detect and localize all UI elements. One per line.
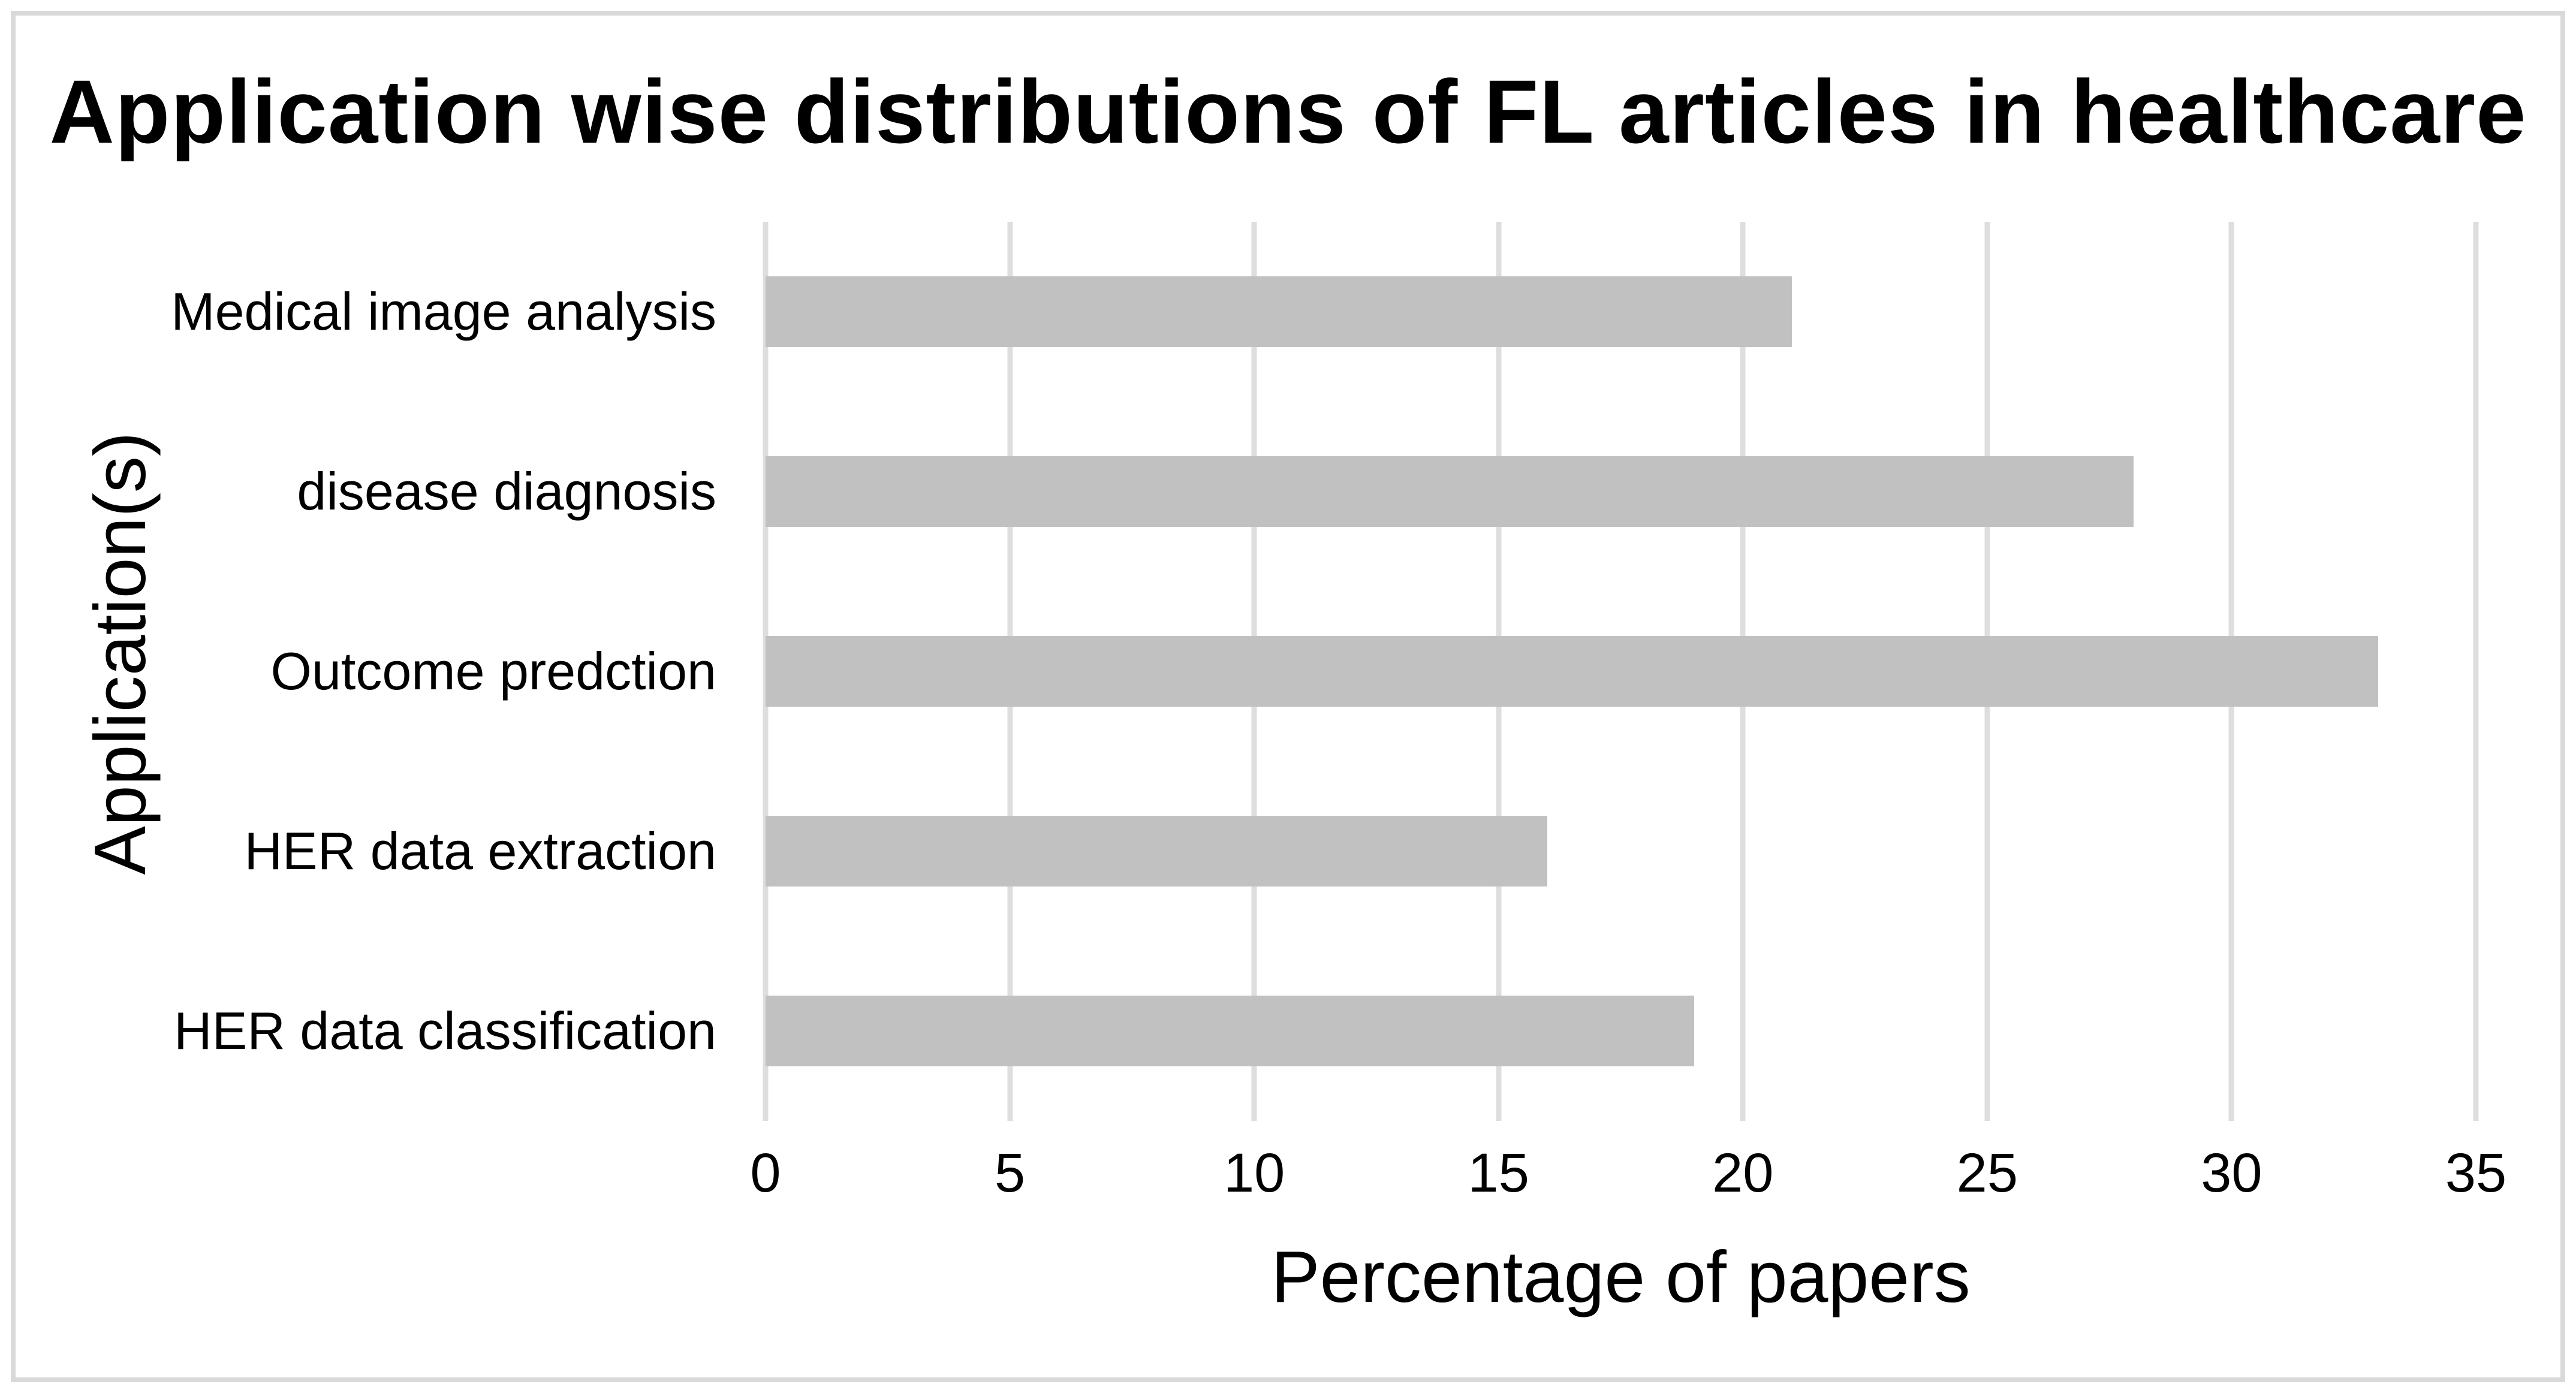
- category-label: HER data extraction: [244, 821, 717, 881]
- bar: [766, 456, 2134, 527]
- bar: [766, 996, 1694, 1066]
- category-label: Outcome predction: [270, 641, 717, 701]
- x-tick-label: 5: [994, 1142, 1026, 1204]
- x-tick-label: 35: [2445, 1142, 2507, 1204]
- category-label: Medical image analysis: [171, 282, 716, 341]
- x-tick-label: 10: [1223, 1142, 1285, 1204]
- chart-title: Application wise distributions of FL art…: [49, 61, 2527, 162]
- x-tick-labels: 0 5 10 15 20 25 30 35: [750, 1142, 2506, 1220]
- bar: [766, 276, 1792, 347]
- x-tick-label: 15: [1468, 1142, 1529, 1204]
- category-axis-labels: Medical image analysis disease diagnosis O…: [0, 222, 743, 1121]
- x-tick-label: 0: [750, 1142, 781, 1204]
- plot-area: [763, 222, 2479, 1121]
- category-label: disease diagnosis: [297, 462, 716, 521]
- x-axis-title: Percentage of papers: [1271, 1236, 1971, 1317]
- x-tick-label: 25: [1956, 1142, 2018, 1204]
- gridline: [2473, 222, 2479, 1121]
- bar: [766, 816, 1548, 887]
- category-label: HER data classification: [174, 1001, 716, 1060]
- x-tick-label: 20: [1712, 1142, 1774, 1204]
- bar: [766, 636, 2378, 707]
- x-tick-label: 30: [2201, 1142, 2262, 1204]
